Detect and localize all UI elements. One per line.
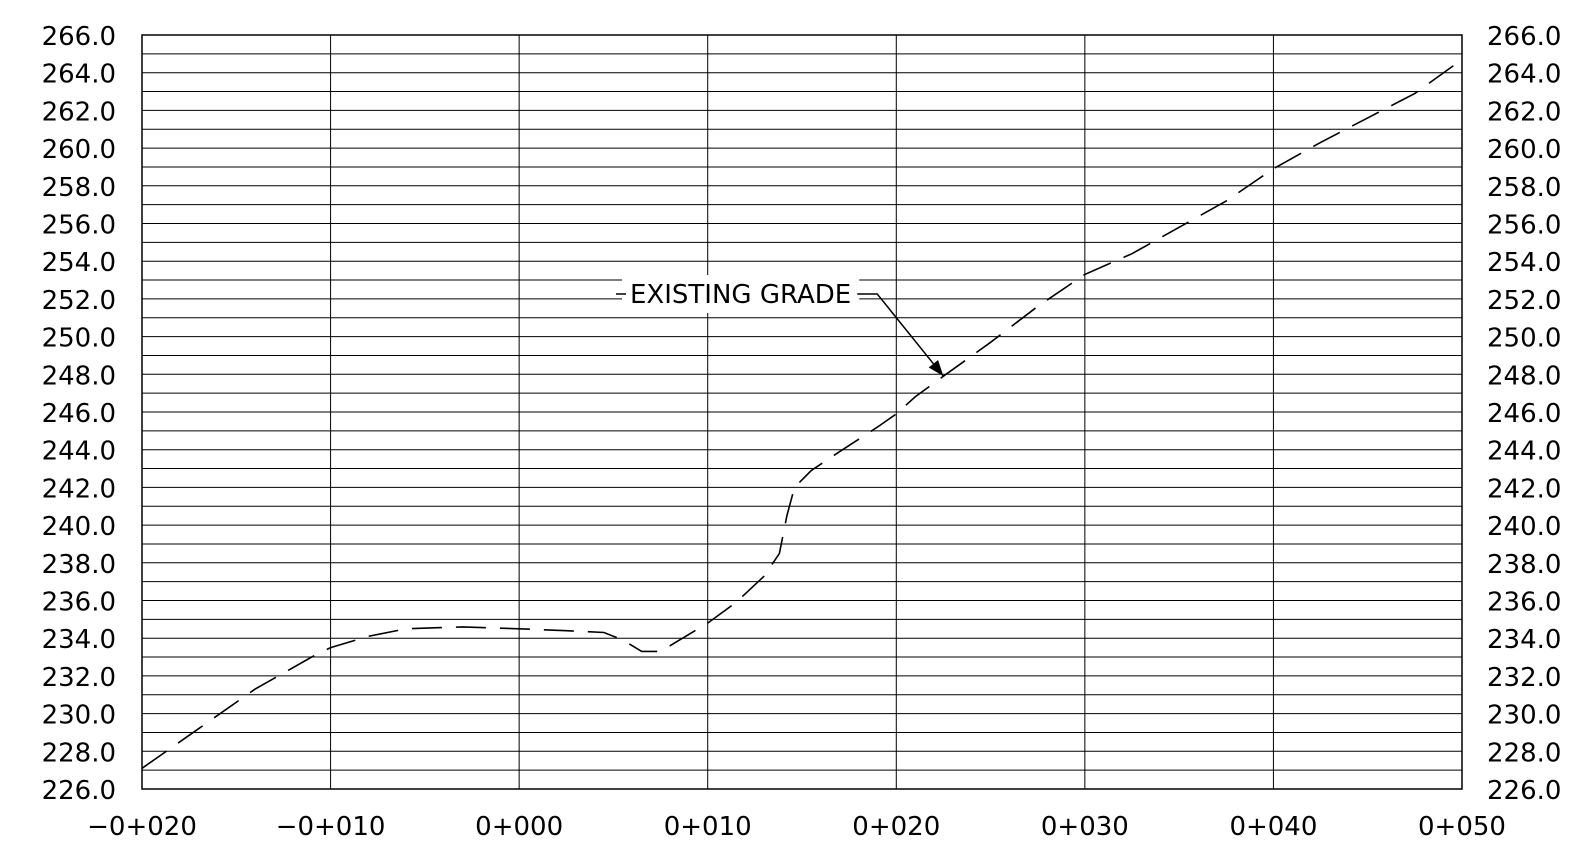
x-tick-label: 0+010	[664, 812, 752, 842]
x-tick-label: 0+040	[1229, 812, 1317, 842]
y-tick-label-right: 234.0	[1487, 625, 1561, 655]
y-tick-label-right: 262.0	[1487, 97, 1561, 127]
y-tick-label-left: 264.0	[42, 60, 116, 90]
y-tick-label-left: 232.0	[42, 663, 116, 693]
x-tick-label: 0+000	[475, 812, 563, 842]
y-tick-label-left: 234.0	[42, 625, 116, 655]
y-tick-label-right: 256.0	[1487, 211, 1561, 241]
y-tick-labels-left: 226.0 228.0 230.0 232.0 234.0 236.0 238.0 240.0…	[42, 22, 116, 806]
y-tick-label-right: 236.0	[1487, 588, 1561, 618]
y-tick-label-right: 244.0	[1487, 437, 1561, 467]
y-tick-label-right: 266.0	[1487, 22, 1561, 52]
y-tick-label-left: 236.0	[42, 588, 116, 618]
x-tick-label: 0+020	[852, 812, 940, 842]
y-tick-label-left: 252.0	[42, 286, 116, 316]
x-tick-label: 0+050	[1418, 812, 1506, 842]
y-tick-label-left: 258.0	[42, 173, 116, 203]
y-tick-label-right: 248.0	[1487, 361, 1561, 391]
annotation-label: EXISTING GRADE	[630, 280, 851, 310]
y-tick-label-right: 250.0	[1487, 324, 1561, 354]
y-tick-label-right: 226.0	[1487, 776, 1561, 806]
y-tick-label-left: 248.0	[42, 361, 116, 391]
y-tick-label-right: 230.0	[1487, 701, 1561, 731]
y-tick-label-right: 254.0	[1487, 248, 1561, 278]
x-tick-label: −0+020	[87, 812, 197, 842]
y-tick-label-left: 230.0	[42, 701, 116, 731]
annotation-layer: EXISTING GRADE	[616, 275, 945, 377]
y-tick-label-right: 228.0	[1487, 738, 1561, 768]
y-tick-label-right: 242.0	[1487, 474, 1561, 504]
x-tick-labels: −0+020 −0+010 0+000 0+010 0+020 0+030 0+040 0+0…	[87, 812, 1506, 842]
y-tick-label-right: 260.0	[1487, 135, 1561, 165]
y-tick-label-right: 264.0	[1487, 60, 1561, 90]
annotation-background	[622, 275, 860, 313]
existing-grade-line	[141, 58, 1463, 769]
y-tick-label-left: 256.0	[42, 211, 116, 241]
y-tick-label-left: 250.0	[42, 324, 116, 354]
y-tick-label-left: 246.0	[42, 399, 116, 429]
y-tick-label-left: 240.0	[42, 512, 116, 542]
y-tick-labels-right: 226.0 228.0 230.0 232.0 234.0 236.0 238.0 240.0…	[1487, 22, 1561, 806]
x-tick-label: 0+030	[1041, 812, 1129, 842]
y-tick-label-right: 258.0	[1487, 173, 1561, 203]
y-tick-label-right: 246.0	[1487, 399, 1561, 429]
annotation-arrowhead	[928, 359, 944, 377]
y-tick-label-right: 240.0	[1487, 512, 1561, 542]
y-tick-label-left: 228.0	[42, 738, 116, 768]
y-tick-label-left: 238.0	[42, 550, 116, 580]
y-tick-label-right: 238.0	[1487, 550, 1561, 580]
y-tick-label-left: 242.0	[42, 474, 116, 504]
y-tick-label-right: 232.0	[1487, 663, 1561, 693]
y-tick-label-left: 254.0	[42, 248, 116, 278]
y-tick-label-left: 260.0	[42, 135, 116, 165]
y-tick-label-left: 262.0	[42, 97, 116, 127]
x-tick-label: −0+010	[276, 812, 386, 842]
annotation-leader	[857, 293, 945, 377]
y-tick-label-right: 252.0	[1487, 286, 1561, 316]
grid	[141, 34, 1463, 790]
plot-frame	[141, 34, 1463, 790]
y-tick-label-left: 266.0	[42, 22, 116, 52]
y-tick-label-left: 226.0	[42, 776, 116, 806]
y-tick-label-left: 244.0	[42, 437, 116, 467]
series-layer	[141, 58, 1463, 769]
